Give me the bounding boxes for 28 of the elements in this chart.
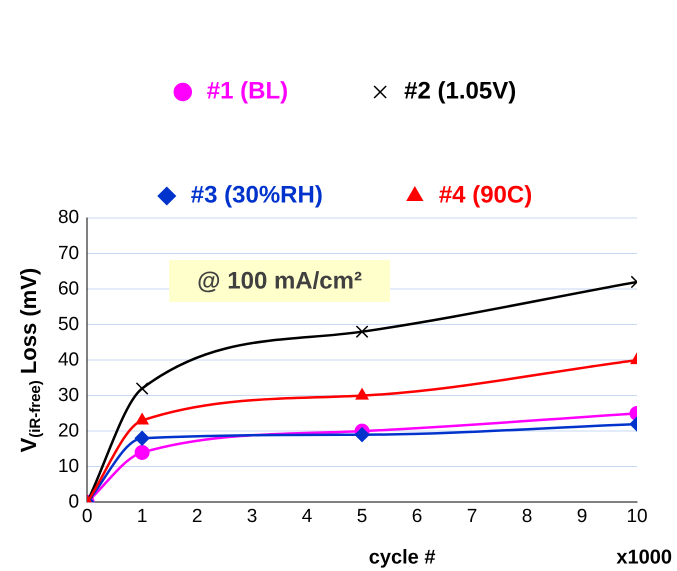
x-axis-title: cycle # [368, 546, 436, 569]
x-tick-label: 7 [466, 506, 478, 527]
y-tick-label: 50 [58, 314, 80, 335]
y-tick-label: 20 [58, 420, 80, 442]
legend-label: #4 (90C) [438, 182, 532, 209]
x-tick-label: 1 [136, 506, 148, 527]
text: x1000 [616, 546, 672, 569]
x-tick-label: 4 [302, 506, 313, 527]
x-tick-label: 10 [626, 506, 648, 527]
x-tick-label: 6 [412, 506, 422, 527]
y-tick-label: 80 [58, 207, 80, 228]
x-tick-label: 0 [82, 506, 92, 527]
y-tick-label: 60 [58, 278, 80, 300]
legend-label: #1 (BL) [206, 78, 288, 105]
x-tick-label: 8 [522, 506, 532, 527]
x-tick-label: 2 [192, 506, 202, 527]
legend-label: #2 (1.05V) [404, 78, 516, 105]
y-tick-label: 10 [58, 456, 80, 477]
x-tick-label: 5 [356, 506, 368, 527]
y-axis-title: V(iR-free) Loss (mV) [16, 268, 44, 452]
x-tick-label: 3 [246, 506, 258, 527]
y-tick-label: 70 [58, 242, 80, 264]
x-tick-label: 9 [576, 506, 588, 527]
y-tick-label: 0 [68, 491, 80, 512]
y-tick-label: 30 [58, 384, 80, 406]
annotation: @ 100 mA/cm² [197, 268, 362, 295]
legend-label: #3 (30%RH) [190, 182, 323, 209]
y-tick-label: 40 [58, 349, 80, 370]
